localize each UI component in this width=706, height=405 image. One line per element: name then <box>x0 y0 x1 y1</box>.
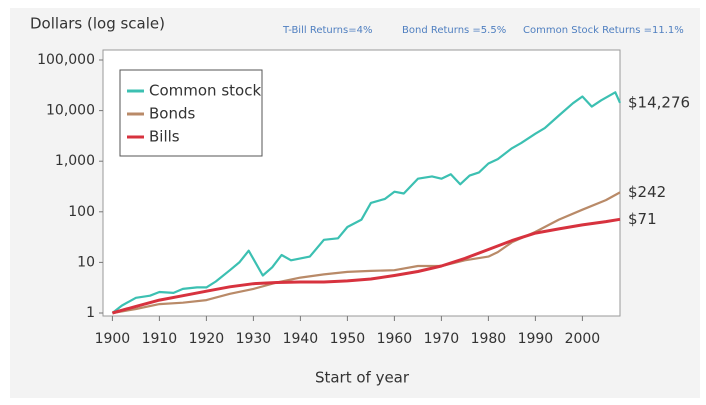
annotation: T-Bill Returns=4% <box>282 25 372 36</box>
series-line <box>111 91 622 314</box>
y-tick-label: 1 <box>86 305 95 321</box>
x-tick-label: 1910 <box>142 331 178 347</box>
end-label: $242 <box>628 183 666 201</box>
end-label: $14,276 <box>628 93 690 111</box>
end-label: $71 <box>628 210 657 228</box>
y-tick-label: 100,000 <box>37 52 95 68</box>
annotation: Common Stock Returns =11.1% <box>523 25 684 36</box>
x-tick-label: 1960 <box>377 331 413 347</box>
y-axis-label: Dollars (log scale) <box>30 15 165 33</box>
x-tick-label: 2000 <box>565 331 601 347</box>
series-line <box>112 191 621 315</box>
x-tick-label: 1990 <box>518 331 554 347</box>
x-tick-label: 1900 <box>95 331 131 347</box>
annotation: Bond Returns =5.5% <box>402 25 506 36</box>
legend-label: Bills <box>149 128 180 146</box>
x-tick-label: 1930 <box>236 331 272 347</box>
x-tick-label: 1950 <box>330 331 366 347</box>
x-tick-label: 1970 <box>424 331 460 347</box>
legend-label: Common stock <box>149 82 261 100</box>
series-line <box>111 217 621 315</box>
y-tick-label: 100 <box>68 204 95 220</box>
x-axis-label: Start of year <box>315 369 410 387</box>
x-tick-label: 1980 <box>471 331 507 347</box>
legend-label: Bonds <box>149 105 195 123</box>
y-tick-label: 10,000 <box>46 103 95 119</box>
x-tick-label: 1940 <box>283 331 319 347</box>
y-tick-label: 1,000 <box>55 153 95 169</box>
x-tick-label: 1920 <box>189 331 225 347</box>
y-tick-label: 10 <box>77 254 95 270</box>
